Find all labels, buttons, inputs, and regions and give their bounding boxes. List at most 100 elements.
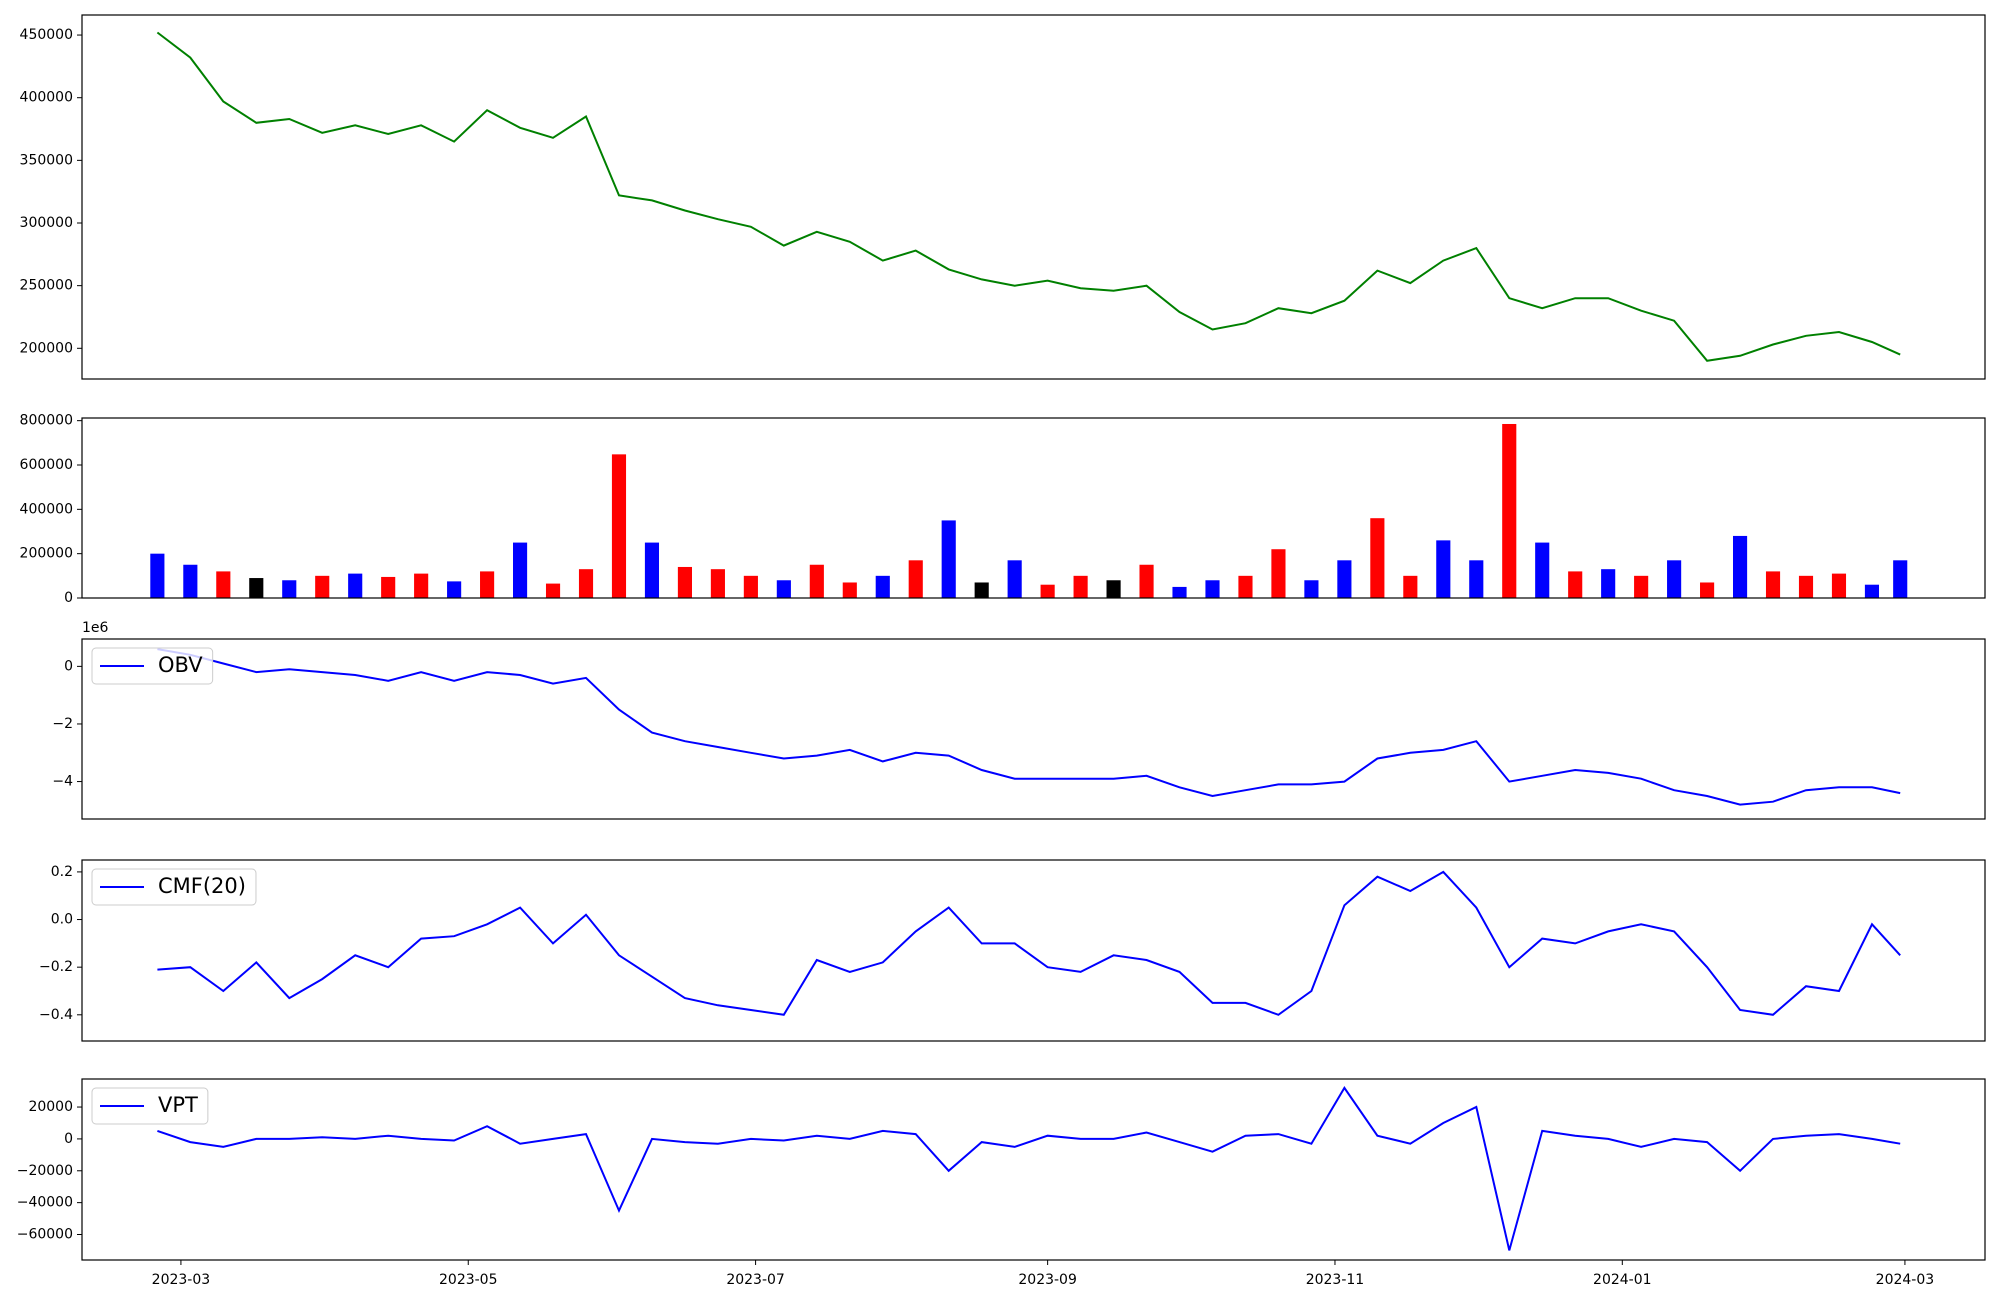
plot-area xyxy=(157,1086,1901,1251)
bar xyxy=(1271,549,1286,598)
y-tick-label: 20000 xyxy=(28,1099,73,1115)
bar xyxy=(1337,560,1352,598)
bar xyxy=(1205,580,1220,598)
y-tick-label: 800000 xyxy=(20,413,73,429)
legend-box xyxy=(91,868,257,906)
bar xyxy=(1732,535,1748,598)
bar xyxy=(249,578,264,598)
x-tick-label: 2023-05 xyxy=(439,1272,498,1288)
bar xyxy=(150,553,165,598)
y-tick-label: 250000 xyxy=(20,278,73,294)
bar xyxy=(1798,575,1814,598)
bar xyxy=(282,580,297,598)
axes-frame xyxy=(81,638,1986,820)
plot-area xyxy=(150,423,1908,598)
bar xyxy=(1634,575,1649,598)
bar xyxy=(941,520,956,598)
x-tick-label: 2024-01 xyxy=(1593,1272,1652,1288)
line xyxy=(157,870,1901,1016)
bar xyxy=(1831,573,1847,598)
y-tick-label: −2 xyxy=(52,716,73,732)
bar xyxy=(1601,569,1616,598)
bar xyxy=(315,575,330,598)
offset-label: 1e6 xyxy=(82,620,109,636)
bar xyxy=(414,573,429,598)
legend-box xyxy=(91,1087,209,1125)
bar xyxy=(1139,564,1154,598)
bar xyxy=(480,571,495,598)
bar xyxy=(710,569,725,598)
bar xyxy=(1700,582,1715,598)
x-tick-label: 2023-03 xyxy=(152,1272,211,1288)
bar xyxy=(1864,584,1880,598)
y-tick-label: 200000 xyxy=(20,340,73,356)
bar xyxy=(1568,571,1583,598)
bar xyxy=(1238,575,1253,598)
y-tick-label: 200000 xyxy=(20,546,73,562)
legend-label: CMF(20) xyxy=(158,874,246,898)
bar xyxy=(1073,575,1088,598)
y-tick-label: −4 xyxy=(52,774,73,790)
bar xyxy=(348,573,363,598)
bar xyxy=(644,542,660,598)
y-tick-label: 300000 xyxy=(20,215,73,231)
line xyxy=(157,1086,1901,1251)
bar xyxy=(183,564,198,598)
y-tick-label: −0.2 xyxy=(39,959,73,975)
axes-frame xyxy=(81,859,1986,1042)
bar xyxy=(1535,542,1550,598)
bar xyxy=(1436,540,1451,598)
bar xyxy=(842,582,857,598)
bar xyxy=(611,454,627,598)
bar xyxy=(1370,518,1385,598)
x-tick-label: 2023-07 xyxy=(726,1272,785,1288)
bar xyxy=(677,566,692,598)
axes-frame xyxy=(81,14,1986,380)
bar xyxy=(974,582,989,598)
legend: VPT xyxy=(91,1087,209,1125)
bar xyxy=(1469,560,1484,598)
y-tick-label: 0.2 xyxy=(51,864,73,880)
bar xyxy=(216,571,231,598)
bar xyxy=(809,564,824,598)
bar xyxy=(743,575,758,598)
y-tick-label: 0 xyxy=(64,590,73,606)
bar xyxy=(908,560,923,598)
plot-area xyxy=(157,870,1901,1016)
bar xyxy=(1893,560,1908,598)
y-tick-label: 0 xyxy=(64,658,73,674)
line xyxy=(156,31,1901,362)
bar xyxy=(1304,580,1319,598)
bar xyxy=(578,569,594,598)
axes-frame xyxy=(81,1078,1986,1261)
legend: OBV xyxy=(91,647,214,685)
y-tick-label: −20000 xyxy=(17,1163,73,1179)
y-tick-label: 400000 xyxy=(20,501,73,517)
bar xyxy=(1007,560,1022,598)
legend-label: VPT xyxy=(158,1093,198,1117)
y-tick-label: −0.4 xyxy=(39,1007,73,1023)
plot-area xyxy=(156,31,1901,362)
legend: CMF(20) xyxy=(91,868,257,906)
bar xyxy=(1765,571,1781,598)
legend-box xyxy=(91,647,214,685)
y-tick-label: −60000 xyxy=(17,1227,73,1243)
x-tick-label: 2023-11 xyxy=(1306,1272,1365,1288)
bar xyxy=(1172,586,1187,598)
bar xyxy=(776,580,791,598)
y-tick-label: 450000 xyxy=(20,27,73,43)
bar xyxy=(1502,423,1517,598)
bar xyxy=(1667,560,1682,598)
bar xyxy=(513,542,528,598)
y-tick-label: 350000 xyxy=(20,152,73,168)
bar xyxy=(1106,580,1121,598)
bar xyxy=(545,583,561,598)
line xyxy=(157,648,1901,806)
y-tick-label: 0.0 xyxy=(51,912,73,928)
bar xyxy=(381,576,396,598)
axes-frame xyxy=(81,417,1986,599)
bar xyxy=(447,581,462,598)
plot-area xyxy=(157,648,1901,806)
x-tick-label: 2024-03 xyxy=(1876,1272,1935,1288)
